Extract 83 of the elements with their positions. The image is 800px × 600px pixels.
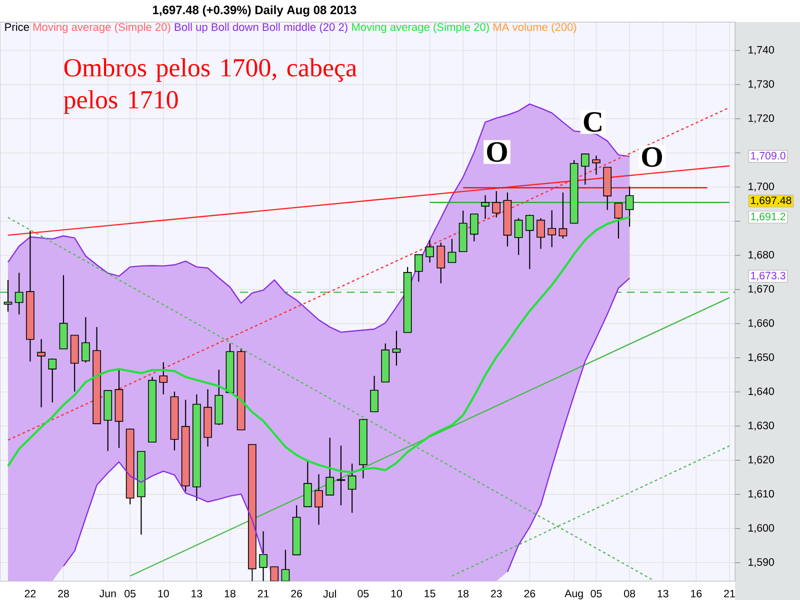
candlestick xyxy=(614,202,623,240)
y-tick-label: 1,630 xyxy=(748,422,774,430)
x-tick-label: 13 xyxy=(658,590,668,598)
text: Moving average (Simple 20) xyxy=(352,22,489,34)
x-tick-label: 21 xyxy=(258,590,269,598)
candlestick xyxy=(159,362,168,395)
text: 1,697.48 xyxy=(751,196,792,206)
annotation: Moving average (Simple 20) xyxy=(33,22,170,34)
y-tick-label: 1,700 xyxy=(748,182,774,192)
x-tick-label: 16 xyxy=(691,590,702,598)
candlestick xyxy=(270,566,279,582)
candlestick xyxy=(514,218,523,256)
y-tick-label: 1,610 xyxy=(748,490,774,499)
candlestick xyxy=(370,375,378,412)
y-tick-label: 1,590 xyxy=(748,558,774,568)
x-tick-label: 13 xyxy=(192,590,202,598)
text: 1,673.3 xyxy=(751,272,786,281)
y-tick-label: 1,740 xyxy=(748,46,774,55)
candlestick xyxy=(259,530,268,582)
annotation: O xyxy=(487,142,507,162)
x-tick-label: 05 xyxy=(358,590,369,598)
candlestick xyxy=(470,213,478,242)
x-tick-label: 10 xyxy=(158,590,169,598)
x-tick-label: Jul xyxy=(323,590,336,598)
candlestick xyxy=(481,194,490,220)
candlestick xyxy=(536,218,545,250)
candlestick xyxy=(525,214,534,270)
candlestick xyxy=(4,279,12,312)
y-tick-label: 1,660 xyxy=(748,319,774,328)
annotation: Ombros pelos 1700, cabeça pelos 1710 xyxy=(64,58,357,114)
candlestick xyxy=(448,238,456,264)
text: Price xyxy=(5,22,29,31)
y-tick-label: 1,600 xyxy=(748,524,774,533)
candlestick xyxy=(392,330,401,366)
candlestick xyxy=(625,186,634,228)
text: Boll up Boll down Boll middle (20 2) xyxy=(174,22,348,34)
x-tick-label: 26 xyxy=(291,590,302,598)
candlestick xyxy=(414,254,423,282)
candlestick xyxy=(348,463,356,514)
x-tick-label: 05 xyxy=(124,590,136,598)
x-tick-label: 10 xyxy=(391,590,402,598)
candlestick xyxy=(580,153,590,186)
x-tick-label: 18 xyxy=(458,590,469,598)
x-tick-label: 18 xyxy=(224,590,236,598)
x-tick-label: 22 xyxy=(24,590,36,598)
candlestick xyxy=(492,190,501,218)
annotation: O xyxy=(642,147,662,167)
y-tick-label: 1,730 xyxy=(748,80,774,90)
candlestick xyxy=(592,155,600,176)
y-tick-label: 1,640 xyxy=(748,388,774,396)
candlestick xyxy=(314,474,323,526)
x-tick-label: 08 xyxy=(624,590,636,598)
x-tick-label: Jun xyxy=(99,590,116,598)
x-tick-label: 26 xyxy=(524,590,536,598)
candlestick xyxy=(281,549,290,582)
candlestick xyxy=(558,192,568,240)
x-tick-label: 23 xyxy=(490,590,502,598)
line-series xyxy=(6,216,631,474)
x-tick-label: 28 xyxy=(58,590,69,598)
candlestick xyxy=(82,316,90,364)
text: 1,691.2 xyxy=(751,212,786,222)
annotation: MA volume (200) xyxy=(494,22,576,34)
candlestick xyxy=(426,239,434,264)
x-tick-label: 21 xyxy=(724,590,735,598)
candlestick xyxy=(14,272,24,315)
candlestick xyxy=(37,338,46,408)
annotation: C xyxy=(584,112,602,132)
text: 1,709.0 xyxy=(751,152,786,161)
candlestick xyxy=(304,459,312,508)
candlestick xyxy=(436,242,446,284)
candlestick xyxy=(336,445,346,506)
x-tick-label: Aug xyxy=(564,590,583,600)
x-tick-label: 05 xyxy=(590,590,602,598)
candlestick xyxy=(326,437,334,496)
y-tick-label: 1,620 xyxy=(748,456,774,465)
x-tick-label: 15 xyxy=(424,590,436,598)
candlestick xyxy=(48,358,57,404)
y-tick-label: 1,670 xyxy=(748,285,774,294)
y-tick-label: 1,720 xyxy=(748,114,774,124)
candlestick xyxy=(548,210,556,248)
y-tick-label: 1,650 xyxy=(748,353,774,362)
y-tick-label: 1,680 xyxy=(748,250,774,260)
chart-title: 1,697.48 (+0.39%) Daily Aug 08 2013 xyxy=(153,5,356,17)
